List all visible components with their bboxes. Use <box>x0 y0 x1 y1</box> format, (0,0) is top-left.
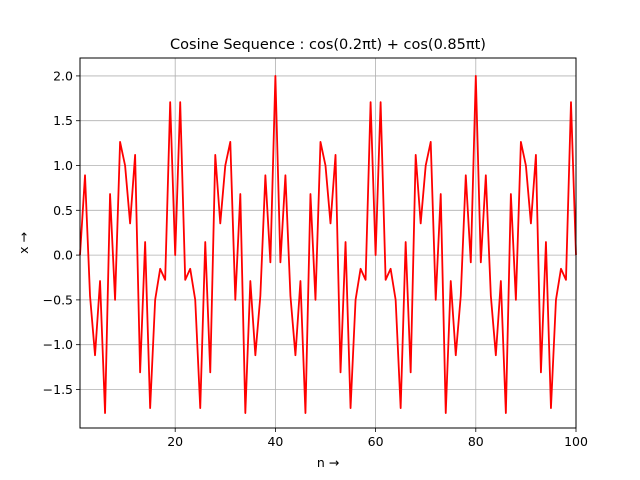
y-tick-label: 0.5 <box>53 203 73 218</box>
x-tick-label: 80 <box>468 434 484 449</box>
grid-lines <box>80 58 577 428</box>
y-tick-label: −1.0 <box>43 337 73 352</box>
y-tick-label: 0.0 <box>53 248 73 263</box>
x-tick-label: 20 <box>167 434 183 449</box>
plot-frame <box>79 57 577 429</box>
y-tick-label: 1.0 <box>53 158 73 173</box>
y-tick-label: 2.0 <box>53 68 73 83</box>
y-tick-label: −1.5 <box>43 382 73 397</box>
x-axis-title: n → <box>317 455 339 470</box>
series-line <box>79 75 577 414</box>
plot-series <box>79 75 577 414</box>
chart-title: Cosine Sequence : cos(0.2πt) + cos(0.85π… <box>170 37 486 53</box>
y-axis-title: x → <box>16 232 31 254</box>
x-tick-label: 60 <box>368 434 384 449</box>
y-tick-label: 1.5 <box>53 113 73 128</box>
x-tick-label: 100 <box>564 434 588 449</box>
axis-ticks: 20 40 60 80 100 −1.5 −1.0 −0.5 0.0 0.5 1.0 1.5 2.0 <box>43 68 588 449</box>
y-tick-label: −0.5 <box>43 292 73 307</box>
x-tick-label: 40 <box>267 434 283 449</box>
